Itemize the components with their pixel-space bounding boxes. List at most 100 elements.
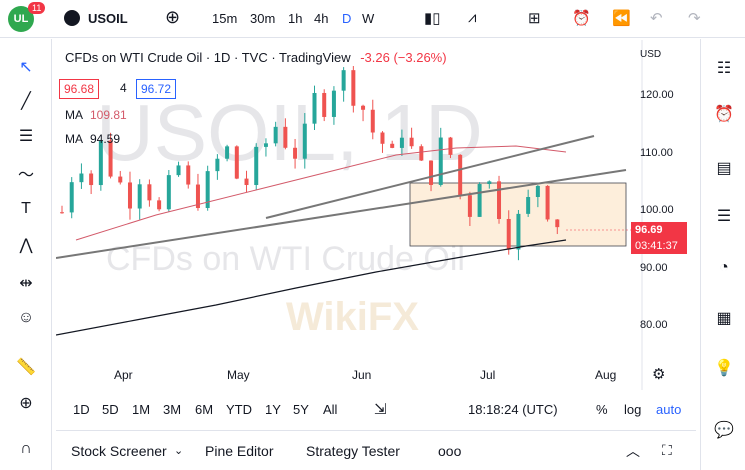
brush-icon[interactable]: 〜 xyxy=(17,167,34,184)
ma2-value: 94.59 xyxy=(90,132,121,146)
candle-body xyxy=(487,181,492,185)
candle-body xyxy=(205,171,210,209)
auto-toggle[interactable]: auto xyxy=(656,401,682,417)
range-1m[interactable]: 1M xyxy=(132,401,151,417)
candle-body xyxy=(69,182,74,213)
range-5y[interactable]: 5Y xyxy=(293,401,309,417)
bottom-panel: Stock Screener ⌄ Pine Editor Strategy Te… xyxy=(56,430,696,470)
right-sidebar: ☷ ⏰ ▤ ☰ ◔ ▦ 💡 💬 xyxy=(700,39,745,470)
range-3m[interactable]: 3M xyxy=(163,401,182,417)
candle-body xyxy=(429,160,434,185)
tab-pine-editor[interactable]: Pine Editor xyxy=(205,442,274,459)
alert-icon[interactable]: ⏰ xyxy=(572,10,591,27)
candle-body xyxy=(98,140,103,186)
tf-15m[interactable]: 15m xyxy=(212,11,238,26)
ma1-value: 109.81 xyxy=(90,108,127,122)
cursor-icon[interactable]: ↖ xyxy=(19,59,33,76)
candle-body xyxy=(254,146,259,186)
utc-clock[interactable]: 18:18:24 (UTC) xyxy=(468,401,558,417)
log-toggle[interactable]: log xyxy=(624,401,642,417)
text-icon[interactable]: T xyxy=(21,200,31,217)
spread: 4 xyxy=(120,81,127,95)
chat-icon[interactable]: 💬 xyxy=(714,422,734,439)
ytick-120: 120.00 xyxy=(640,89,674,101)
range-5d[interactable]: 5D xyxy=(102,401,119,417)
bid-box[interactable]: 96.68 xyxy=(59,79,100,99)
range-1y[interactable]: 1Y xyxy=(265,401,281,417)
candle-body xyxy=(438,137,443,185)
candle-body xyxy=(370,109,375,133)
add-symbol-icon[interactable]: ⊕ xyxy=(165,7,181,27)
candle-body xyxy=(555,219,560,228)
candle-body xyxy=(302,123,307,159)
symbol-name[interactable]: USOIL xyxy=(88,11,128,26)
trendline-1 xyxy=(56,169,627,259)
candle-body xyxy=(195,184,200,209)
alarm-icon[interactable]: ⏰ xyxy=(714,106,734,123)
replay-icon[interactable]: ⏪ xyxy=(612,10,631,27)
redo-icon[interactable]: ↷ xyxy=(688,10,701,27)
fib-icon[interactable]: ☰ xyxy=(18,128,34,145)
range-all[interactable]: All xyxy=(323,401,338,417)
pattern-icon[interactable]: ⋀ xyxy=(19,237,33,254)
tf-4h[interactable]: 4h xyxy=(314,11,329,26)
xtick-jul: Jul xyxy=(480,368,496,382)
range-1d[interactable]: 1D xyxy=(73,401,90,417)
undo-icon[interactable]: ↶ xyxy=(650,10,663,27)
indicators-icon[interactable]: ⩘ xyxy=(468,9,477,26)
currency-label[interactable]: USD xyxy=(640,49,662,60)
candle-body xyxy=(351,70,356,106)
xtick-may: May xyxy=(227,368,250,382)
candle-body xyxy=(390,143,395,148)
candle-body xyxy=(118,176,123,183)
candle-body xyxy=(341,70,346,91)
candles-icon[interactable]: ▮▯ xyxy=(424,10,441,27)
more-menu[interactable]: ooo xyxy=(438,442,462,459)
emoji-icon[interactable]: ☺ xyxy=(17,309,35,326)
candle-body xyxy=(176,165,181,176)
tab-stock-screener[interactable]: Stock Screener xyxy=(71,442,167,459)
collapse-icon[interactable]: ︿ xyxy=(626,442,640,459)
candle-body xyxy=(225,146,230,159)
top-toolbar: UL 11 USOIL ⊕ 15m 30m 1h 4h D W ▮▯ ⩘ ⊞ ⏰… xyxy=(0,0,745,38)
settings-gear-icon[interactable]: ⚙ xyxy=(652,366,666,383)
zoom-icon[interactable]: ⊕ xyxy=(19,395,33,412)
ma-94-line xyxy=(56,239,567,336)
candle-body xyxy=(535,185,540,198)
layout-icon[interactable]: ⊞ xyxy=(528,10,541,27)
maximize-icon[interactable]: ⛶ xyxy=(662,442,672,458)
candle-body xyxy=(477,184,482,217)
candle-body xyxy=(361,105,366,110)
trendline-icon[interactable]: ╱ xyxy=(21,93,31,110)
candle-body xyxy=(89,173,94,186)
chevron-down-icon[interactable]: ⌄ xyxy=(174,445,184,457)
percent-toggle[interactable]: % xyxy=(596,401,608,417)
candle-body xyxy=(244,178,249,186)
ruler-icon[interactable]: 📏 xyxy=(16,359,36,376)
list-icon[interactable]: ☰ xyxy=(716,208,732,225)
last-price-tag: 96.69 xyxy=(631,222,687,238)
candle-body xyxy=(283,126,288,148)
tf-w[interactable]: W xyxy=(362,11,375,26)
range-6m[interactable]: 6M xyxy=(195,401,214,417)
tf-30m[interactable]: 30m xyxy=(250,11,276,26)
tf-d[interactable]: D xyxy=(342,11,352,26)
ask-box[interactable]: 96.72 xyxy=(136,79,177,99)
watchlist-icon[interactable]: ☷ xyxy=(716,60,732,77)
magnet-icon[interactable]: ∩ xyxy=(20,440,32,457)
candle-body xyxy=(127,182,132,209)
range-ytd[interactable]: YTD xyxy=(226,401,252,417)
chart-pie-icon[interactable]: ◔ xyxy=(719,259,729,276)
tab-strategy-tester[interactable]: Strategy Tester xyxy=(306,442,400,459)
calendar-icon[interactable]: ▦ xyxy=(716,310,732,327)
countdown-tag: 03:41:37 xyxy=(631,238,687,254)
goto-date-icon[interactable]: ⇲ xyxy=(374,401,387,418)
bulb-icon[interactable]: 💡 xyxy=(714,360,734,377)
candle-body xyxy=(331,90,336,117)
xtick-apr: Apr xyxy=(114,368,133,382)
measure-icon[interactable]: ⇹ xyxy=(19,275,33,292)
news-icon[interactable]: ▤ xyxy=(716,160,732,177)
price-chart[interactable]: USOIL, 1D CFDs on WTI Crude Oil WikiFX xyxy=(56,40,696,390)
ytick-110: 110.00 xyxy=(640,147,673,159)
tf-1h[interactable]: 1h xyxy=(288,11,303,26)
